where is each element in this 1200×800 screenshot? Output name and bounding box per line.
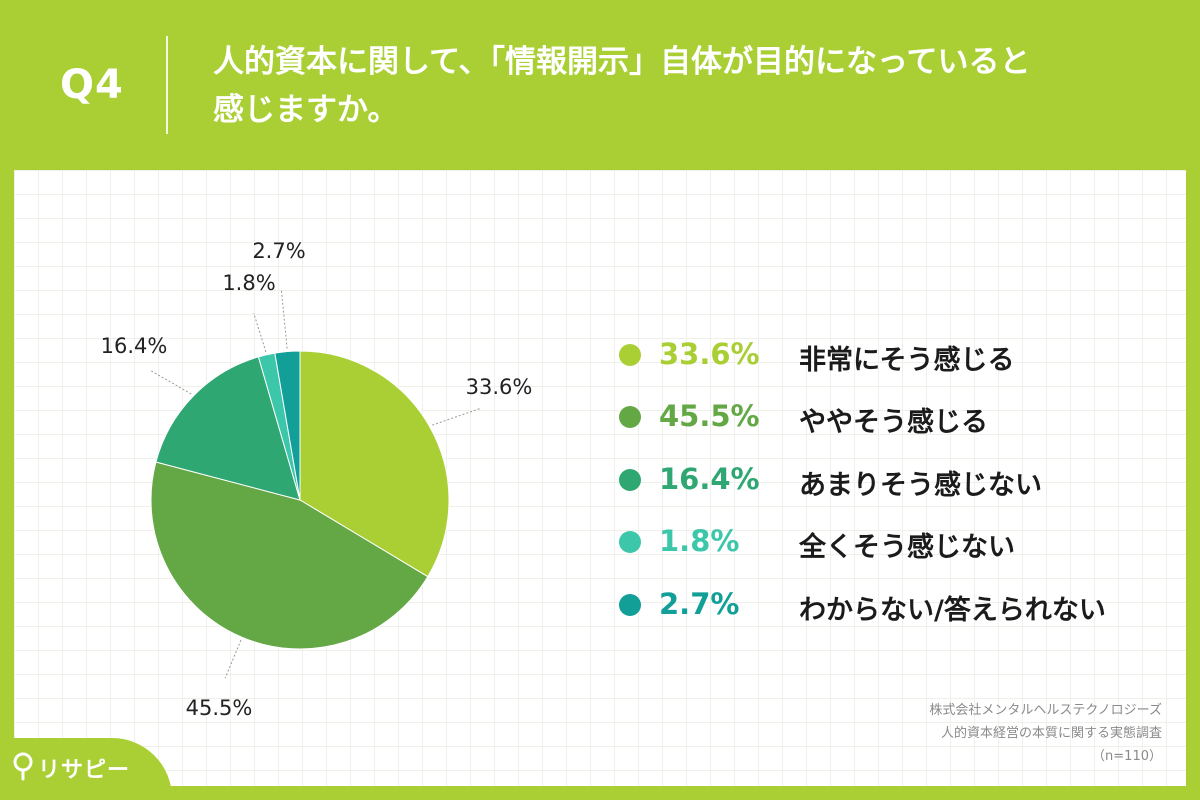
leader-line-5 — [280, 289, 288, 349]
legend-dot-2 — [619, 406, 641, 428]
leader-line-4 — [253, 312, 267, 353]
brand-badge: リサピー — [0, 738, 172, 800]
legend-item-1: 33.6% 非常にそう感じる — [619, 335, 1179, 376]
legend-label-5: わからない/答えられない — [799, 595, 1106, 626]
pie-slice-2 — [150, 461, 429, 650]
question-line-2: 感じますか。 — [213, 92, 399, 128]
pie-chart: 33.6% 45.5% 16.4% 1.8% 2.7% — [101, 239, 533, 720]
legend-label-4: 全くそう感じない — [799, 532, 1015, 563]
header: Q4 人的資本に関して、「情報開示」自体が目的になっていると 感じますか。 — [0, 0, 1200, 170]
legend-dot-4 — [619, 531, 641, 553]
legend-dot-3 — [619, 469, 641, 491]
chart-card: 33.6% 45.5% 16.4% 1.8% 2.7% 33.6% 非常にそう感じる 4… — [14, 170, 1186, 786]
pie-slice-1 — [299, 350, 450, 578]
pie-slice-3 — [155, 356, 301, 501]
legend-item-4: 1.8% 全くそう感じない — [619, 522, 1179, 563]
question-text: 人的資本に関して、「情報開示」自体が目的になっていると 感じますか。 — [213, 38, 1173, 134]
source-note: 株式会社メンタルヘルステクノロジーズ 人的資本経営の本質に関する実態調査 （n=… — [762, 699, 1162, 768]
legend-item-5: 2.7% わからない/答えられない — [619, 585, 1179, 626]
legend-label-1: 非常にそう感じる — [799, 345, 1015, 376]
pie-slice-5 — [274, 350, 301, 501]
legend-item-3: 16.4% あまりそう感じない — [619, 460, 1179, 501]
source-survey: 人的資本経営の本質に関する実態調査 — [940, 726, 1162, 741]
legend-item-2: 45.5% ややそう感じる — [619, 397, 1179, 438]
pie-label-5: 2.7% — [252, 239, 305, 263]
pie-label-3: 16.4% — [101, 334, 168, 358]
source-company: 株式会社メンタルヘルステクノロジーズ — [929, 703, 1162, 718]
leader-line-2 — [224, 639, 242, 679]
question-number: Q4 — [60, 62, 124, 108]
question-line-1: 人的資本に関して、「情報開示」自体が目的になっていると — [213, 44, 1031, 80]
legend-pct-5: 2.7% — [659, 587, 740, 621]
legend-label-3: あまりそう感じない — [799, 470, 1042, 501]
leader-line-3 — [149, 369, 192, 395]
legend-label-2: ややそう感じる — [799, 407, 988, 438]
lightbulb-icon — [13, 752, 33, 781]
pie-label-2: 45.5% — [186, 696, 253, 720]
pie-label-1: 33.6% — [466, 375, 533, 399]
legend-dot-5 — [619, 594, 641, 616]
legend-pct-4: 1.8% — [659, 524, 740, 558]
leader-line-1 — [432, 407, 481, 426]
brand-name: リサピー — [38, 758, 131, 783]
legend-pct-3: 16.4% — [659, 462, 760, 496]
header-divider — [166, 36, 168, 134]
legend-pct-2: 45.5% — [659, 399, 760, 433]
pie-label-4: 1.8% — [222, 271, 275, 295]
source-sample-size: （n=110） — [1092, 749, 1162, 764]
legend-pct-1: 33.6% — [659, 337, 760, 371]
legend-dot-1 — [619, 344, 641, 366]
